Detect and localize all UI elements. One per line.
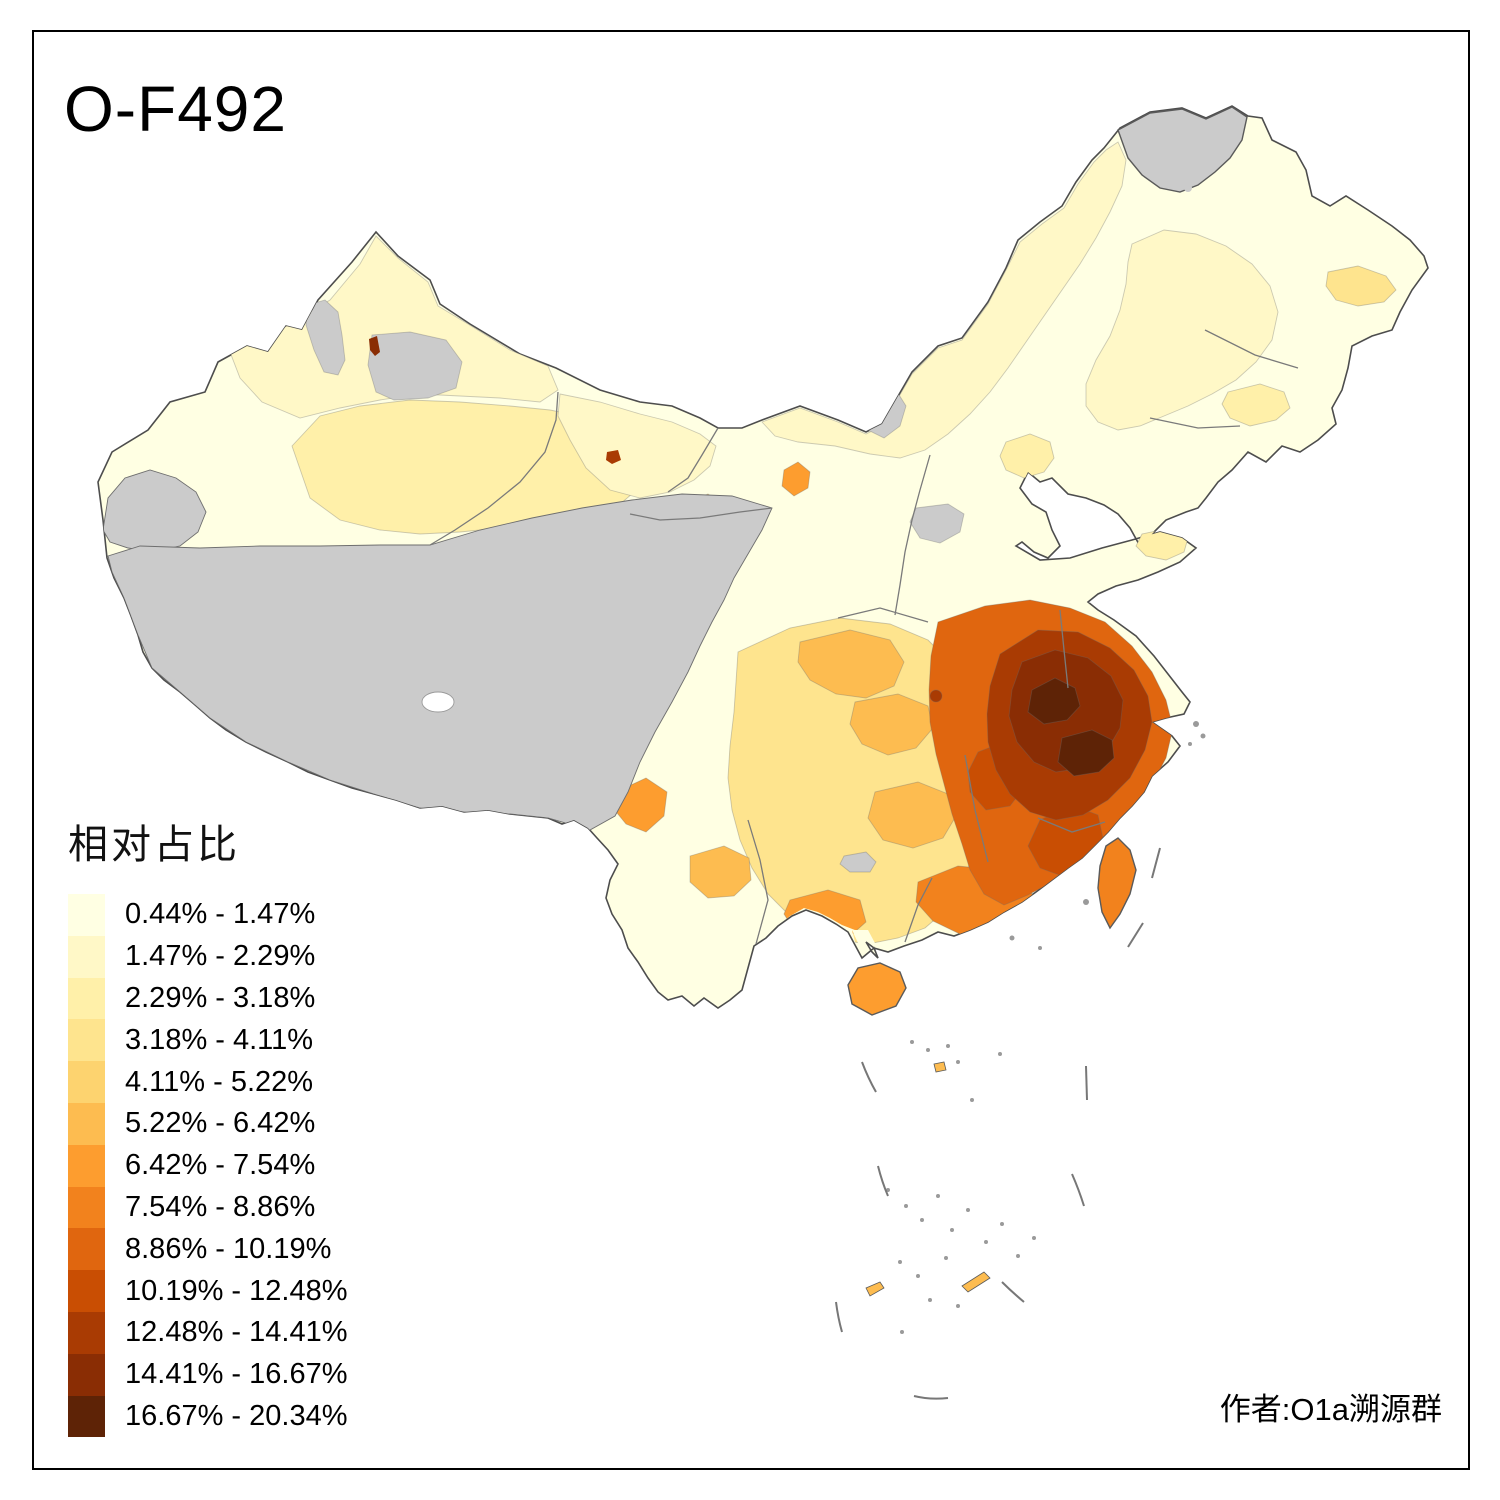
legend-swatch: [68, 1270, 105, 1312]
legend-swatch: [68, 1019, 105, 1062]
region-urumqi-nodata-right: [367, 331, 463, 401]
legend-item: 0.44% - 1.47%: [68, 894, 347, 936]
region-xinjiang-north: [229, 235, 559, 419]
legend-label: 0.44% - 1.47%: [125, 898, 316, 931]
legend: 相对占比 0.44% - 1.47% 1.47% - 2.29% 2.29% -…: [68, 812, 348, 1438]
legend-item: 16.67% - 20.34%: [68, 1395, 348, 1438]
region-beijing: [999, 433, 1055, 479]
region-chongqing-guizhou: [849, 693, 934, 756]
legend-swatch: [68, 1311, 105, 1354]
region-jilin: [1221, 383, 1291, 427]
legend-label: 12.48% - 14.41%: [125, 1316, 348, 1349]
legend-swatch: [68, 935, 105, 978]
region-hubei-dot: [929, 689, 943, 703]
region-northeast-band: [1085, 229, 1279, 431]
legend-label: 8.86% - 10.19%: [125, 1232, 332, 1265]
legend-label: 4.11% - 5.22%: [125, 1065, 314, 1098]
legend-item: 14.41% - 16.67%: [68, 1353, 348, 1396]
region-west-xinjiang-nodata: [102, 469, 207, 553]
legend-label: 3.18% - 4.11%: [125, 1023, 314, 1056]
legend-item: 6.42% - 7.54%: [68, 1144, 347, 1187]
legend-swatch: [68, 977, 105, 1020]
legend-label: 14.41% - 16.67%: [125, 1358, 348, 1391]
mainland-group: [97, 105, 1429, 1009]
legend-swatch: [68, 1186, 105, 1229]
region-tibet-qinghai-nodata: [107, 493, 773, 831]
legend-item: 1.47% - 2.29%: [68, 935, 347, 978]
legend-item: 4.11% - 5.22%: [68, 1061, 347, 1103]
region-shanxi-nodata: [909, 503, 965, 544]
legend-item: 10.19% - 12.48%: [68, 1270, 347, 1312]
legend-item: 2.29% - 3.18%: [68, 977, 347, 1020]
legend-title: 相对占比: [68, 822, 240, 867]
legend-swatch: [68, 1144, 105, 1187]
legend-label: 10.19% - 12.48%: [125, 1274, 348, 1307]
region-ningxia: [781, 461, 811, 497]
author-credit: 作者:O1a溯源群: [1219, 1392, 1442, 1427]
region-urumqi-nodata-left: [305, 299, 346, 376]
sea-islets: [886, 184, 1206, 1334]
choropleth-fills: [102, 141, 1397, 945]
region-jiuquan-dot: [606, 450, 621, 464]
legend-rows: 0.44% - 1.47% 1.47% - 2.29% 2.29% - 3.18…: [68, 894, 348, 1438]
hainan-island: [847, 962, 907, 1016]
legend-item: 12.48% - 14.41%: [68, 1311, 348, 1354]
figure-border: [32, 30, 1470, 1470]
region-gansu-hexi: [557, 393, 717, 499]
region-sichuan-east: [797, 629, 905, 699]
legend-item: 5.22% - 6.42%: [68, 1102, 347, 1145]
legend-item: 8.86% - 10.19%: [68, 1228, 347, 1271]
region-hulunbuir-nodata: [1117, 106, 1248, 193]
region-hotspot-core-west: [1027, 677, 1081, 725]
legend-swatch: [68, 1353, 105, 1396]
legend-swatch: [68, 1228, 105, 1271]
region-heilongjiang-east: [1325, 265, 1397, 307]
legend-item: 3.18% - 4.11%: [68, 1019, 347, 1062]
legend-label: 2.29% - 3.18%: [125, 981, 316, 1014]
legend-swatch: [68, 894, 105, 936]
map-title: O-F492: [64, 73, 287, 145]
scs-orange-islets: [865, 1061, 991, 1297]
legend-label: 6.42% - 7.54%: [125, 1149, 316, 1182]
region-hunan-guangxi: [867, 781, 957, 849]
qinghai-lake: [421, 691, 455, 713]
legend-swatch: [68, 1102, 105, 1145]
legend-label: 5.22% - 6.42%: [125, 1107, 316, 1140]
region-inner-mongolia-band: [761, 141, 1127, 459]
taiwan-island: [1097, 837, 1137, 930]
province-borders: [429, 329, 1299, 945]
region-hotspot-core-south: [1057, 729, 1115, 777]
legend-label: 16.67% - 20.34%: [125, 1399, 348, 1432]
region-yunnan-mid: [689, 845, 752, 899]
nine-dash-line: [835, 847, 1161, 1400]
legend-label: 7.54% - 8.86%: [125, 1190, 316, 1223]
region-hunan-nodata: [839, 851, 877, 873]
legend-swatch: [68, 1395, 105, 1438]
region-shihezi-dot: [369, 336, 380, 356]
legend-item: 7.54% - 8.86%: [68, 1186, 347, 1229]
legend-label: 1.47% - 2.29%: [125, 940, 316, 973]
legend-swatch: [68, 1061, 105, 1103]
